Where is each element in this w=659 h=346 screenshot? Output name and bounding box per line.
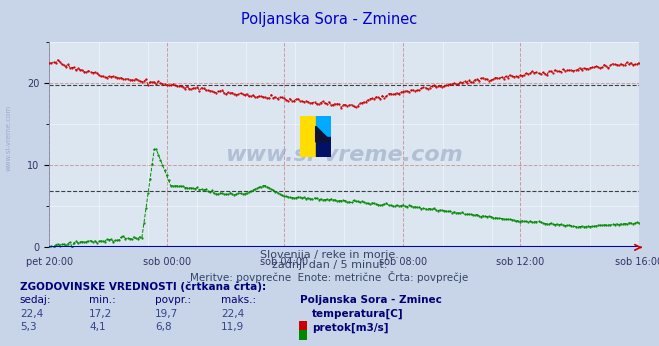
Text: 22,4: 22,4 xyxy=(221,309,244,319)
Text: 6,8: 6,8 xyxy=(155,322,171,333)
Bar xyxy=(316,116,331,137)
Bar xyxy=(316,137,331,157)
Text: zadnji dan / 5 minut.: zadnji dan / 5 minut. xyxy=(272,260,387,270)
Text: 5,3: 5,3 xyxy=(20,322,36,333)
Text: temperatura[C]: temperatura[C] xyxy=(312,309,403,319)
Text: 17,2: 17,2 xyxy=(89,309,112,319)
Text: www.si-vreme.com: www.si-vreme.com xyxy=(5,105,11,172)
Text: maks.:: maks.: xyxy=(221,295,256,305)
Text: 11,9: 11,9 xyxy=(221,322,244,333)
Text: povpr.:: povpr.: xyxy=(155,295,191,305)
Polygon shape xyxy=(316,126,331,142)
Text: min.:: min.: xyxy=(89,295,116,305)
Text: Poljanska Sora - Zminec: Poljanska Sora - Zminec xyxy=(241,12,418,27)
Text: Meritve: povprečne  Enote: metrične  Črta: povprečje: Meritve: povprečne Enote: metrične Črta:… xyxy=(190,271,469,283)
Text: www.si-vreme.com: www.si-vreme.com xyxy=(225,145,463,165)
Text: sedaj:: sedaj: xyxy=(20,295,51,305)
Text: pretok[m3/s]: pretok[m3/s] xyxy=(312,322,388,333)
Text: Slovenija / reke in morje.: Slovenija / reke in morje. xyxy=(260,250,399,260)
Text: ZGODOVINSKE VREDNOSTI (črtkana črta):: ZGODOVINSKE VREDNOSTI (črtkana črta): xyxy=(20,282,266,292)
Text: 19,7: 19,7 xyxy=(155,309,178,319)
Text: 22,4: 22,4 xyxy=(20,309,43,319)
Bar xyxy=(300,116,316,157)
Text: Poljanska Sora - Zminec: Poljanska Sora - Zminec xyxy=(300,295,442,305)
Text: 4,1: 4,1 xyxy=(89,322,105,333)
